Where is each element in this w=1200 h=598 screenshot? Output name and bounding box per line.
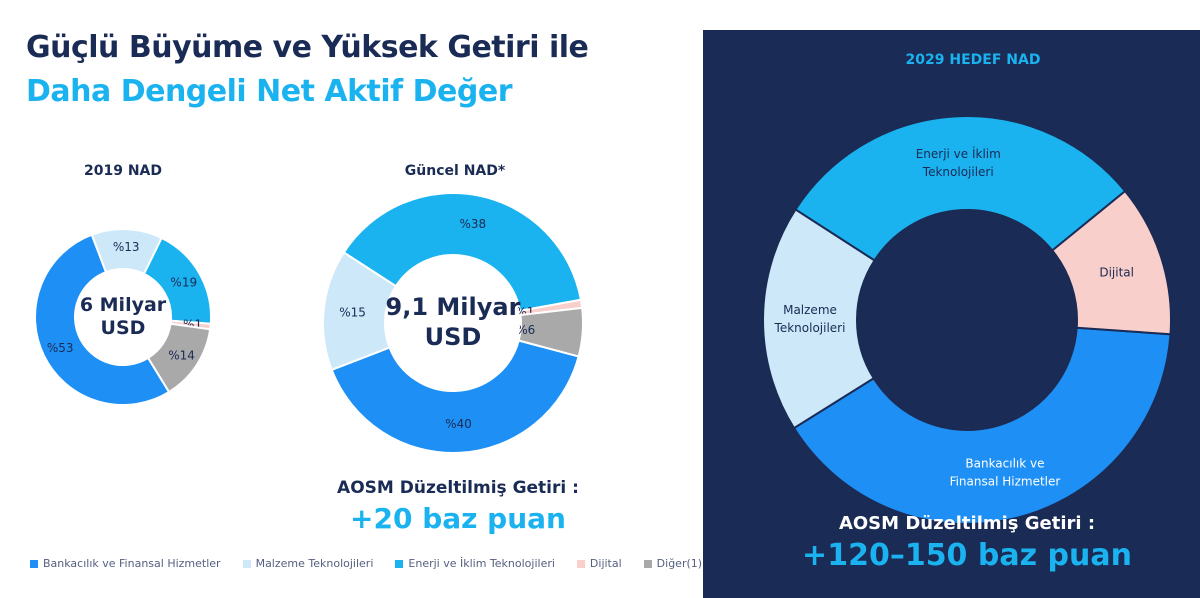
slice-label: Malzeme Teknolojileri: [774, 302, 846, 334]
legend-item-digital: Dijital: [576, 557, 622, 570]
center-unit: USD: [101, 317, 146, 339]
return-value-current: +20 baz puan: [350, 502, 566, 535]
slice-malzeme-teknolojileri: [762, 208, 876, 430]
slice-dijital: [1050, 189, 1172, 336]
legend-swatch: [643, 559, 652, 568]
slice-enerji-ve-i-klim-teknolojileri: [794, 115, 1127, 262]
legend-label: Bankacılık ve Finansal Hizmetler: [43, 557, 221, 570]
donut-hole: [858, 211, 1076, 429]
legend: Bankacılık ve Finansal Hizmetler Malzeme…: [30, 557, 702, 570]
legend-swatch: [242, 559, 251, 568]
page-subtitle: Daha Dengeli Net Aktif Değer: [26, 74, 513, 109]
slice-label: %40: [445, 416, 472, 430]
legend-label: Enerji ve İklim Teknolojileri: [408, 557, 555, 570]
donut-hole: [386, 256, 520, 390]
slice-label: %38: [459, 216, 486, 230]
slice-label: %6: [516, 323, 535, 337]
legend-label: Dijital: [589, 557, 622, 570]
return-label-current: AOSM Düzeltilmiş Getiri :: [337, 478, 579, 498]
chart-title-target: 2029 HEDEF NAD: [905, 52, 1041, 68]
slice-bankac-l-k-ve-finansal-hizmetler: [34, 233, 171, 406]
center-value: 9,1 Milyar: [386, 293, 521, 321]
chart-title-current: Güncel NAD*: [404, 163, 506, 179]
legend-swatch: [395, 559, 404, 568]
slice-di-er-1-: [517, 306, 584, 358]
center-value: 20 Milyar: [873, 276, 1062, 317]
slice-enerji-ve-i-klim-teknolojileri: [342, 192, 583, 313]
slice-bankac-l-k-ve-finansal-hizmetler: [330, 339, 580, 454]
center-unit: USD: [924, 320, 1009, 361]
center-value: 6 Milyar: [80, 294, 167, 316]
slice-label: Dijital: [1099, 265, 1134, 279]
center-unit: USD: [425, 323, 482, 351]
chart-title-2019: 2019 NAD: [83, 163, 163, 179]
target-panel: 2029 HEDEF NAD Bankacılık ve Finansal Hiz…: [703, 30, 1200, 598]
slice-bankac-l-k-ve-finansal-hizmetler: [792, 326, 1172, 525]
slice-label: %19: [170, 275, 197, 289]
legend-label: Diğer(1): [656, 557, 703, 570]
donut-chart-target: Bankacılık ve Finansal Hizmetler Malzeme Te…: [762, 115, 1172, 525]
legend-label: Malzeme Teknolojileri: [255, 557, 374, 570]
legend-swatch: [30, 559, 38, 568]
page-title: Güçlü Büyüme ve Yüksek Getiri ile: [26, 30, 589, 65]
return-label-target: AOSM Düzeltilmiş Getiri :: [838, 513, 1096, 534]
legend-item-materials: Malzeme Teknolojileri: [242, 557, 374, 570]
slice-label: %15: [339, 305, 366, 319]
donut-hole: [76, 270, 170, 364]
slice-label: %13: [113, 240, 140, 254]
legend-item-banking: Bankacılık ve Finansal Hizmetler: [30, 557, 221, 570]
legend-item-other: Diğer(1): [643, 557, 703, 570]
slice-di-er-1-: [146, 322, 212, 394]
legend-swatch: [576, 559, 585, 568]
slice-label: Bankacılık ve Finansal Hizmetler: [950, 456, 1061, 488]
return-value-target: +120–150 baz puan: [802, 538, 1132, 573]
slice-label: %53: [47, 340, 74, 354]
legend-item-energy: Enerji ve İklim Teknolojileri: [395, 557, 555, 570]
slice-label: Enerji ve İklim Teknolojileri: [916, 146, 1001, 179]
slice-label: %14: [168, 348, 195, 362]
